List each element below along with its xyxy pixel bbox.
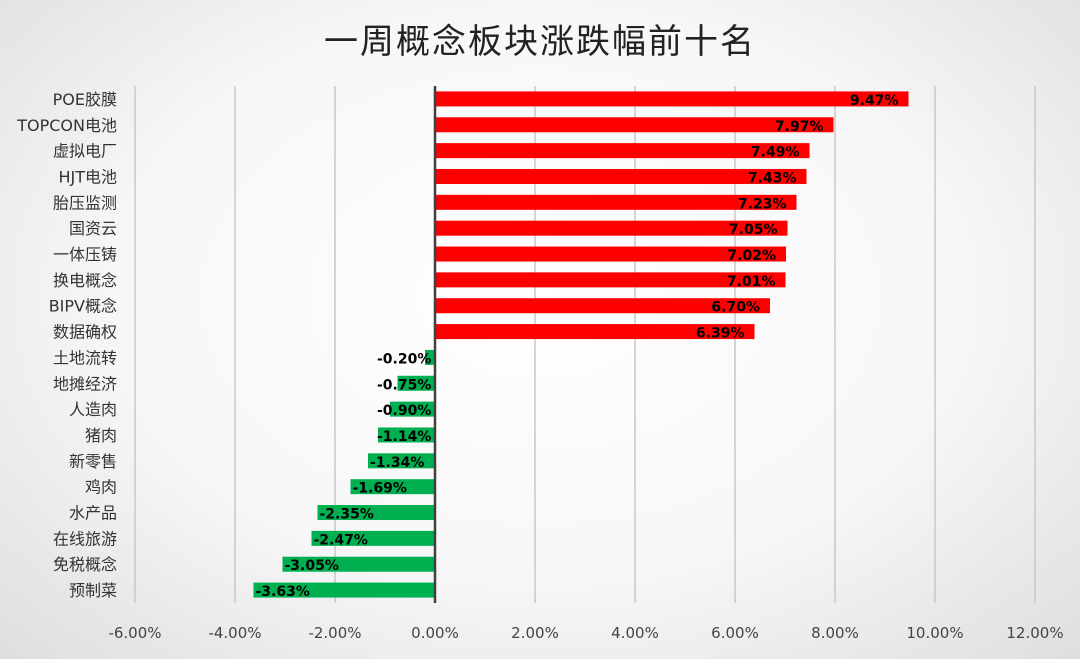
value-label: -0.90% xyxy=(377,403,431,419)
bar xyxy=(435,272,786,288)
bar xyxy=(435,117,834,133)
category-label: 预制菜 xyxy=(69,581,117,600)
value-label: 7.23% xyxy=(738,196,787,212)
category-label: 虚拟电厂 xyxy=(53,142,117,161)
bar xyxy=(435,324,755,340)
bar xyxy=(425,349,435,365)
value-label: -3.05% xyxy=(285,558,339,574)
value-label: -1.14% xyxy=(377,429,431,445)
x-tick-label: -2.00% xyxy=(308,624,361,642)
category-label: 水产品 xyxy=(69,504,117,523)
x-tick-label: -4.00% xyxy=(208,624,261,642)
x-tick-label: -6.00% xyxy=(108,624,161,642)
value-label: 7.97% xyxy=(775,119,824,135)
category-label: 鸡肉 xyxy=(85,478,117,497)
category-label: 土地流转 xyxy=(53,348,117,367)
bar xyxy=(397,375,435,391)
bar xyxy=(282,556,435,572)
category-label: 地摊经济 xyxy=(53,374,117,393)
category-label: 新零售 xyxy=(69,452,117,471)
x-tick-label: 2.00% xyxy=(511,624,559,642)
bar xyxy=(435,298,770,314)
category-label: 胎压监测 xyxy=(53,193,117,212)
category-label: 数据确权 xyxy=(53,323,117,342)
category-label: 人造肉 xyxy=(69,400,117,419)
x-tick-label: 4.00% xyxy=(611,624,659,642)
category-label: HJT电池 xyxy=(58,167,117,186)
chart-title: 一周概念板块涨跌幅前十名 xyxy=(324,22,756,62)
x-tick-label: 0.00% xyxy=(411,624,459,642)
value-label: -1.34% xyxy=(370,455,424,471)
value-label: -2.35% xyxy=(320,507,374,523)
value-label: 6.70% xyxy=(711,300,760,316)
value-label: 7.49% xyxy=(751,145,800,161)
value-label: -1.69% xyxy=(353,481,407,497)
x-tick-label: 8.00% xyxy=(811,624,859,642)
category-label: 国资云 xyxy=(69,219,117,238)
bar xyxy=(311,530,435,546)
category-label: 在线旅游 xyxy=(53,529,117,548)
category-label: 换电概念 xyxy=(53,271,117,290)
value-label: 6.39% xyxy=(696,326,745,342)
value-label: -3.63% xyxy=(256,584,310,600)
category-label: BIPV概念 xyxy=(49,297,117,316)
bar xyxy=(317,505,435,521)
bar xyxy=(435,194,797,210)
category-label: TOPCON电池 xyxy=(16,116,117,135)
value-label: 7.43% xyxy=(748,170,797,186)
bar xyxy=(435,168,807,184)
value-label: 7.05% xyxy=(729,222,778,238)
value-label: 7.01% xyxy=(727,274,776,290)
bar xyxy=(390,401,435,417)
bar xyxy=(435,143,810,159)
category-label: 猪肉 xyxy=(85,426,117,445)
bar xyxy=(378,427,435,443)
bar xyxy=(368,453,435,469)
x-tick-label: 10.00% xyxy=(906,624,963,642)
value-label: 9.47% xyxy=(850,93,899,109)
bar xyxy=(350,479,435,495)
bar xyxy=(435,246,786,262)
value-label: 7.02% xyxy=(727,248,776,264)
category-label: 一体压铸 xyxy=(53,245,117,264)
bar xyxy=(253,582,435,598)
bar xyxy=(435,91,909,107)
category-label: POE胶膜 xyxy=(53,90,117,109)
x-tick-label: 6.00% xyxy=(711,624,759,642)
bar xyxy=(435,220,788,236)
category-label: 免税概念 xyxy=(53,555,117,574)
x-tick-label: 12.00% xyxy=(1006,624,1063,642)
value-label: -0.75% xyxy=(377,377,431,393)
value-label: -2.47% xyxy=(314,532,368,548)
value-label: -0.20% xyxy=(377,351,431,367)
